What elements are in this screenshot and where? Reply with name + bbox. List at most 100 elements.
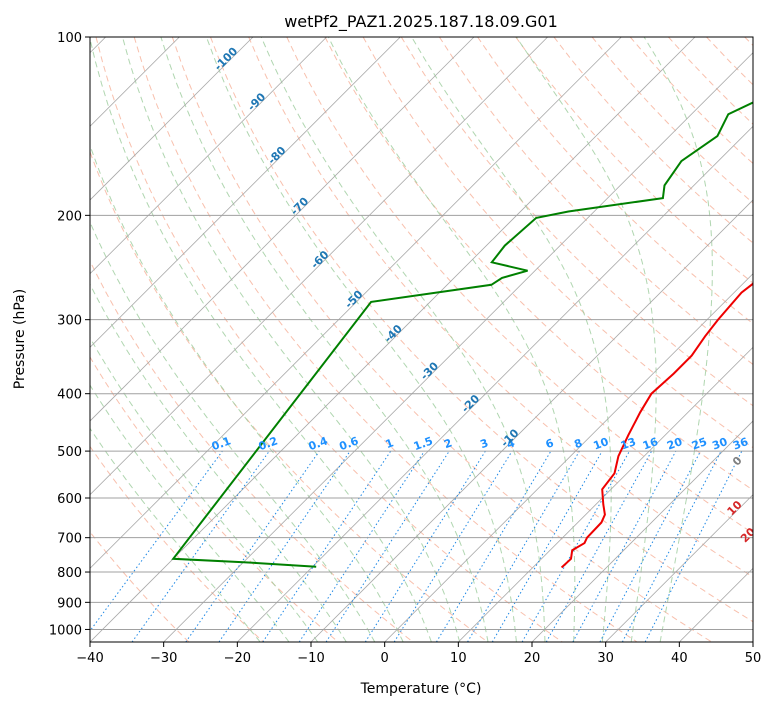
mixing-ratio-label: 6 — [544, 436, 556, 451]
moist-adiabat — [90, 427, 261, 642]
y-tick-label: 400 — [57, 388, 82, 403]
mixing-ratio-line — [435, 450, 552, 642]
y-tick-label: 300 — [57, 314, 82, 329]
isotherm-line — [163, 52, 753, 642]
moist-adiabat — [643, 37, 713, 642]
mixing-ratio-label: 20 — [665, 435, 684, 453]
temperature-profile — [560, 282, 753, 569]
profile-series — [171, 101, 753, 569]
moist-adiabat — [90, 144, 404, 642]
dry-adiabat — [171, 37, 712, 642]
mixing-ratio-label: 8 — [572, 436, 584, 451]
moist-adiabat — [90, 283, 347, 642]
plot-frame — [89, 36, 754, 643]
isotherm-line — [384, 273, 753, 642]
x-tick-label: −10 — [297, 651, 324, 666]
x-tick-label: −20 — [224, 651, 251, 666]
isotherm-line — [90, 37, 401, 348]
y-axis-ticks: 100 200 300 400 500 600 700 800 900 1000 — [49, 31, 90, 638]
mixing-ratio-label: 1.5 — [412, 434, 435, 453]
moist-adiabat — [122, 37, 461, 642]
adiabat-label: 30 — [751, 553, 771, 573]
isotherm-line — [90, 37, 696, 642]
moist-adiabat — [515, 37, 657, 642]
mixing-ratio-label: 36 — [731, 435, 750, 453]
y-tick-label: 900 — [57, 596, 82, 611]
mixing-ratio-label: 0.6 — [338, 434, 361, 453]
y-tick-label: 200 — [57, 209, 82, 224]
x-tick-label: 0 — [381, 651, 389, 666]
mixing-ratio-label: 1 — [384, 436, 396, 451]
mixing-ratio-line — [393, 450, 513, 642]
mixing-ratio-line — [545, 450, 653, 642]
moist-adiabat — [160, 37, 489, 642]
mixing-ratio-label: 3 — [478, 436, 490, 451]
mixing-ratio-line — [572, 450, 677, 642]
isotherm-line — [237, 125, 753, 642]
mixing-ratio-label: 10 — [592, 435, 611, 453]
y-axis-label: Pressure (hPa) — [12, 289, 28, 389]
x-axis-ticks: −40 −30 −20 −10 0 10 20 30 40 50 — [76, 642, 761, 666]
x-axis-label: Temperature (°C) — [360, 681, 482, 697]
dry-adiabat — [95, 37, 563, 642]
y-tick-label: 700 — [57, 532, 82, 547]
x-tick-label: −30 — [150, 651, 177, 666]
x-tick-label: 40 — [671, 651, 688, 666]
moist-adiabat — [90, 336, 319, 642]
dry-adiabat — [248, 37, 753, 578]
mixing-ratio-label: 16 — [641, 435, 660, 453]
x-tick-label: −40 — [76, 651, 103, 666]
x-tick-label: 50 — [745, 651, 762, 666]
mixing-ratio-label: 25 — [690, 435, 709, 452]
dry-adiabat — [90, 150, 488, 642]
moist-adiabat — [411, 37, 612, 642]
mixing-ratio-line — [467, 450, 580, 642]
mixing-ratio-line — [325, 450, 450, 642]
isotherm-line — [90, 37, 475, 422]
x-tick-label: 20 — [524, 651, 541, 666]
dry-adiabat — [477, 37, 753, 325]
dry-adiabat — [210, 37, 753, 623]
mixing-ratio-label: 30 — [710, 435, 729, 453]
mixing-ratio-label: 13 — [619, 435, 638, 452]
mixing-ratio-label: 2 — [442, 436, 454, 451]
isotherm-line — [458, 346, 753, 642]
dewpoint-profile — [171, 101, 753, 568]
y-tick-label: 800 — [57, 566, 82, 581]
mixing-ratio-label: 0.4 — [307, 434, 330, 453]
dry-adiabat — [90, 445, 264, 642]
dry-adiabat — [133, 37, 638, 642]
chart-title: wetPf2_PAZ1.2025.187.18.09.G01 — [284, 12, 558, 32]
mixing-ratio-line — [185, 450, 320, 642]
moist-adiabat — [260, 37, 546, 642]
isotherm-line — [310, 199, 753, 642]
moist-adiabat — [90, 37, 432, 642]
dry-adiabat — [438, 37, 753, 366]
isotherm-line — [90, 37, 327, 275]
dry-adiabat — [90, 356, 339, 642]
pressure-gridlines — [90, 37, 753, 630]
y-tick-label: 100 — [57, 31, 82, 46]
mixing-ratio-label: 4 — [505, 436, 517, 451]
mixing-ratio-label: 0.1 — [210, 434, 233, 453]
moist-adiabat — [327, 37, 576, 642]
mixing-ratio-line — [521, 450, 630, 642]
isotherm-line — [90, 37, 548, 496]
mixing-ratio-line — [218, 450, 351, 642]
y-tick-label: 1000 — [49, 623, 82, 638]
x-tick-label: 10 — [450, 651, 467, 666]
mixing-ratio-line — [491, 450, 603, 642]
isotherm-line — [90, 37, 254, 201]
mixing-ratio-label: 0.2 — [257, 434, 280, 453]
dry-adiabat — [324, 37, 753, 491]
isotherm-line — [531, 420, 753, 642]
x-tick-label: 30 — [597, 651, 614, 666]
moist-adiabat — [90, 220, 376, 642]
background-lines — [90, 37, 753, 642]
moist-adiabat — [205, 37, 517, 642]
isotherm-line — [90, 37, 622, 569]
y-tick-label: 600 — [57, 492, 82, 507]
isotherm-line — [605, 494, 753, 642]
mixing-ratio-line — [364, 450, 486, 642]
